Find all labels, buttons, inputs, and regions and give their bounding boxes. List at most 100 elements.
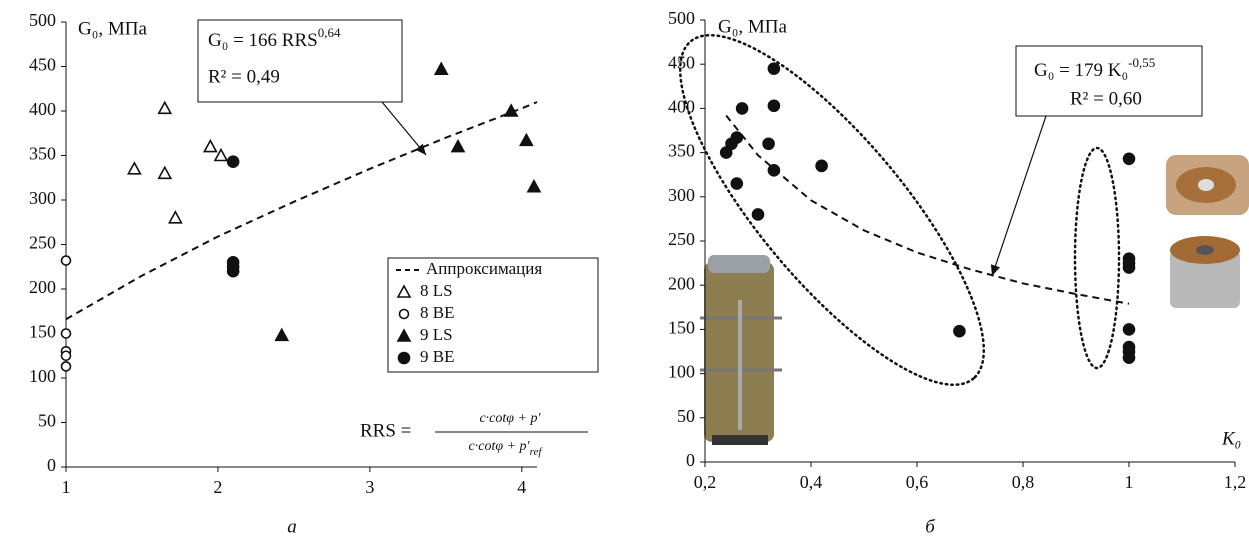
- point: [519, 132, 534, 147]
- point: [60, 361, 72, 372]
- legend-label: 8 LS: [420, 281, 453, 300]
- y-tick-label: 150: [668, 318, 695, 338]
- y-tick-label: 300: [29, 188, 56, 208]
- fit-equation-exponent: 0,64: [318, 25, 341, 40]
- y-tick-label: 450: [29, 55, 56, 75]
- legend-label: Аппроксимация: [426, 259, 542, 278]
- fit-equation-base: G₀ = 179 K₀: [1034, 60, 1128, 81]
- annotation-box: [1015, 45, 1203, 117]
- y-tick-label: 400: [668, 97, 695, 117]
- fit-equation: G₀ = 179 K₀-0,55: [1034, 55, 1155, 81]
- y-tick-label: 450: [668, 52, 695, 72]
- point: [1122, 323, 1136, 336]
- photo-sample: [1166, 155, 1249, 308]
- y-tick-label: 100: [29, 366, 56, 386]
- r-squared: R² = 0,49: [208, 66, 280, 87]
- y-tick-label: 500: [668, 8, 695, 28]
- fit-equation: G₀ = 166 RRS0,64: [208, 25, 341, 51]
- y-axis-label: G₀, МПа: [78, 18, 147, 39]
- group-ellipse: [1073, 146, 1121, 370]
- point: [157, 100, 173, 115]
- x-tick-label: 0,8: [1012, 472, 1035, 492]
- y-tick-label: 50: [677, 406, 695, 426]
- x-tick-label: 2: [213, 477, 222, 497]
- point: [735, 102, 749, 115]
- x-tick-label: 0,4: [800, 472, 823, 492]
- point: [767, 163, 781, 177]
- point: [767, 99, 781, 113]
- point: [226, 264, 240, 278]
- y-tick-label: 200: [668, 273, 695, 293]
- point: [157, 165, 173, 180]
- point: [1122, 261, 1136, 274]
- y-tick-label: 400: [29, 99, 56, 119]
- formula-denominator-sub: ref: [530, 446, 544, 458]
- legend-box: [387, 257, 599, 373]
- x-tick-label: 1: [62, 477, 71, 497]
- fit-line: [725, 114, 1130, 305]
- point: [751, 208, 765, 221]
- y-tick-label: 500: [29, 10, 56, 30]
- fit-equation-exponent: -0,55: [1128, 55, 1155, 70]
- y-tick-label: 150: [29, 322, 56, 342]
- panel-label: а: [287, 516, 297, 537]
- point: [226, 155, 240, 169]
- panel-label: б: [925, 516, 936, 537]
- point: [60, 255, 72, 266]
- y-tick-label: 50: [38, 411, 56, 431]
- x-axis-label: K₀: [1221, 428, 1241, 449]
- point: [1122, 351, 1136, 364]
- y-tick-label: 100: [668, 362, 695, 382]
- formula-denominator-main: c·cotφ + p′: [469, 439, 531, 454]
- y-tick-label: 200: [29, 277, 56, 297]
- point: [953, 324, 966, 338]
- point: [213, 147, 229, 162]
- point: [762, 137, 775, 151]
- x-tick-label: 4: [517, 477, 526, 497]
- point: [730, 177, 744, 190]
- point: [526, 178, 542, 193]
- x-tick-label: 1: [1125, 472, 1134, 492]
- point: [815, 159, 828, 173]
- photo-cylinder: [700, 255, 782, 445]
- point: [168, 210, 183, 224]
- formula-lhs: RRS =: [360, 420, 411, 441]
- y-tick-label: 0: [47, 455, 56, 475]
- point: [1122, 152, 1136, 166]
- point: [60, 350, 72, 362]
- legend-swatch: [396, 284, 412, 298]
- x-tick-label: 0,2: [694, 472, 717, 492]
- r-squared: R² = 0,60: [1070, 88, 1142, 109]
- fit-line: [65, 101, 538, 321]
- point: [274, 327, 290, 342]
- x-tick-label: 0,6: [906, 472, 929, 492]
- legend-label: 8 BE: [420, 303, 454, 322]
- formula-numerator: c·cotφ + p′: [479, 411, 541, 426]
- x-tick-label: 1,2: [1224, 472, 1247, 492]
- legend-swatch: [398, 308, 410, 320]
- point: [767, 62, 781, 75]
- formula-denominator: c·cotφ + p′ref: [469, 439, 544, 457]
- legend-label: 9 LS: [420, 325, 453, 344]
- y-tick-label: 300: [668, 185, 695, 205]
- y-tick-label: 0: [686, 450, 695, 470]
- annotation-box: [197, 19, 403, 103]
- y-tick-label: 350: [29, 144, 56, 164]
- point: [60, 328, 72, 339]
- y-tick-label: 250: [29, 233, 56, 253]
- point: [450, 138, 466, 153]
- point: [202, 138, 218, 153]
- y-tick-label: 350: [668, 141, 695, 161]
- legend-label: 9 BE: [420, 347, 454, 366]
- y-tick-label: 250: [668, 229, 695, 249]
- arrow: [381, 101, 427, 156]
- point: [433, 61, 449, 75]
- point: [730, 131, 744, 144]
- legend-swatch: [397, 351, 411, 365]
- point: [503, 103, 519, 117]
- arrow: [990, 115, 1047, 277]
- y-axis-label: G₀, МПа: [718, 16, 787, 37]
- fit-equation-base: G₀ = 166 RRS: [208, 30, 318, 51]
- group-ellipse: [678, 33, 986, 387]
